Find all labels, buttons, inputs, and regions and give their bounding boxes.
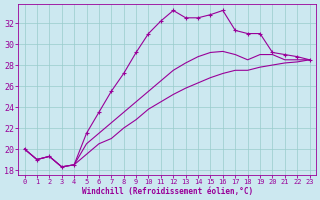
X-axis label: Windchill (Refroidissement éolien,°C): Windchill (Refroidissement éolien,°C) (82, 187, 253, 196)
